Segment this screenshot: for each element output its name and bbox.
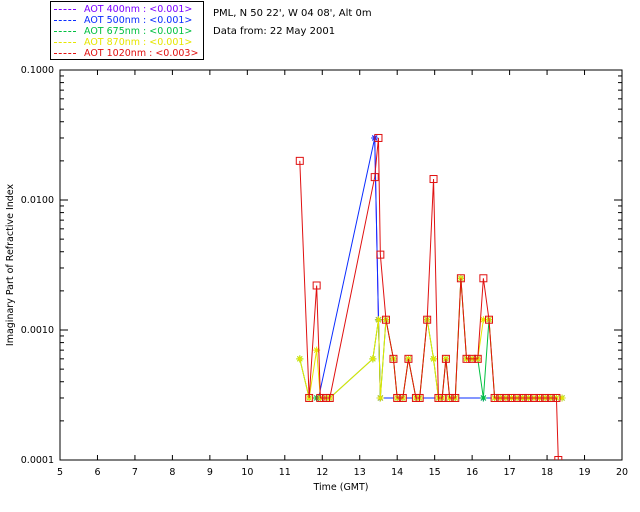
y-tick-label: 0.0100 [21,195,54,206]
x-tick-label: 15 [429,467,441,478]
series-line [299,137,559,460]
data-point [558,394,566,402]
data-point [490,393,499,402]
data-point [468,354,477,363]
data-point [296,355,304,363]
data-point [529,393,538,402]
legend-swatch [54,42,76,43]
data-point [430,355,438,363]
series-line [299,278,563,399]
x-tick-label: 5 [57,467,63,478]
x-tick-label: 18 [541,467,553,478]
data-point [295,156,304,165]
data-point [376,394,384,402]
data-point [423,315,432,324]
data-point [552,393,561,402]
legend-label: AOT 400nm : <0.001> [84,4,193,15]
x-tick-label: 14 [391,467,403,478]
y-axis-label: Imaginary Part of Refractive Index [5,184,16,347]
x-tick-label: 7 [132,467,138,478]
data-point [374,316,382,324]
data-point [398,393,407,402]
data-point [393,393,402,402]
x-tick-label: 12 [316,467,328,478]
data-point [507,393,516,402]
y-tick-label: 0.0001 [21,455,54,466]
data-point [546,393,555,402]
legend-label: AOT 870nm : <0.001> [84,37,193,48]
data-point [445,393,454,402]
data-point [535,393,544,402]
data-point [441,354,450,363]
data-point [313,346,321,354]
data-point [305,393,314,402]
data-point [473,354,482,363]
legend-label: AOT 675nm : <0.001> [84,26,193,37]
data-point [370,173,379,182]
legend-swatch [54,53,76,54]
series-2 [296,274,566,402]
x-tick-label: 6 [94,467,100,478]
x-tick-label: 13 [354,467,366,478]
data-point [376,250,385,259]
series-line [299,278,563,399]
data-point [312,281,321,290]
plot-frame [59,69,623,461]
data-point [479,394,487,402]
data-point [484,315,493,324]
data-point [389,354,398,363]
x-tick-label: 16 [466,467,478,478]
series-3 [296,274,566,402]
y-tick-label: 0.0010 [21,325,54,336]
series-1 [315,134,566,402]
data-point [325,393,334,402]
legend-label: AOT 500nm : <0.001> [84,15,193,26]
data-point [369,355,377,363]
x-tick-label: 8 [169,467,175,478]
data-point [501,393,510,402]
station-info: PML, N 50 22', W 04 08', Alt 0m [213,8,372,19]
x-tick-label: 20 [616,467,628,478]
data-point [479,274,488,283]
data-point [513,393,522,402]
data-point [381,315,390,324]
chart-legend: AOT 400nm : <0.001> AOT 500nm : <0.001> AO… [50,1,204,60]
data-point [404,354,413,363]
data-point [415,393,424,402]
date-info: Data from: 22 May 2001 [213,26,336,37]
x-tick-label: 19 [578,467,590,478]
data-point [479,316,487,324]
data-point [374,133,383,142]
legend-label: AOT 1020nm : <0.003> [84,48,199,59]
legend-swatch [54,31,76,32]
series-line [318,137,563,399]
data-point [316,393,325,402]
data-point [462,354,471,363]
legend-swatch [54,20,76,21]
data-point [541,393,550,402]
x-tick-label: 9 [207,467,213,478]
x-tick-label: 11 [279,467,291,478]
data-point [496,393,505,402]
axes: 5 6 7 8 9 10 11 12 13 14 15 16 17 18 19 20 0.0001 0.0010 0… [21,65,628,478]
data-point [429,175,438,184]
series-layer [295,133,566,460]
data-point [456,274,465,283]
y-tick-label: 0.1000 [21,65,54,76]
data-point [524,393,533,402]
x-tick-label: 10 [241,467,253,478]
x-axis-label: Time (GMT) [312,482,368,493]
x-tick-label: 17 [504,467,516,478]
data-point [518,393,527,402]
legend-swatch [54,9,76,10]
series-4 [295,133,563,460]
data-point [451,393,460,402]
data-point [554,456,563,460]
